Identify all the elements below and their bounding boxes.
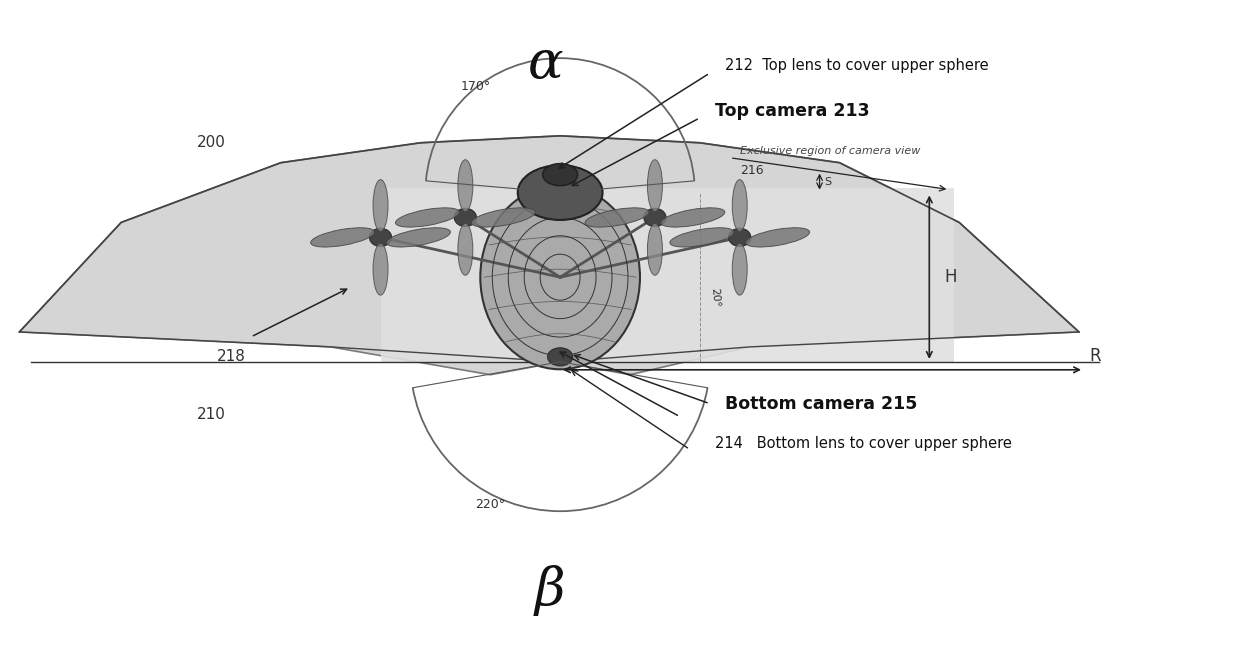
Ellipse shape [745, 228, 810, 247]
Ellipse shape [661, 208, 725, 227]
Ellipse shape [387, 228, 450, 247]
Ellipse shape [518, 165, 603, 220]
Ellipse shape [373, 243, 388, 295]
Ellipse shape [647, 160, 662, 212]
Text: 218: 218 [217, 349, 246, 364]
Text: 200: 200 [196, 135, 226, 150]
Ellipse shape [644, 208, 666, 226]
Ellipse shape [670, 228, 734, 247]
Text: 216: 216 [740, 164, 764, 177]
Text: H: H [945, 269, 957, 286]
Ellipse shape [585, 208, 649, 227]
Ellipse shape [373, 180, 388, 232]
Ellipse shape [480, 185, 640, 369]
Ellipse shape [458, 223, 472, 275]
Ellipse shape [548, 348, 573, 366]
Text: β: β [534, 565, 565, 617]
Ellipse shape [729, 228, 750, 247]
Ellipse shape [396, 208, 459, 227]
Text: 210: 210 [196, 407, 226, 422]
Text: 212  Top lens to cover upper sphere: 212 Top lens to cover upper sphere [724, 58, 988, 72]
Text: S: S [825, 177, 832, 186]
Text: 20°: 20° [709, 287, 720, 307]
Ellipse shape [458, 160, 472, 212]
Ellipse shape [471, 208, 536, 227]
Text: Top camera 213: Top camera 213 [714, 102, 869, 120]
Polygon shape [20, 136, 1079, 375]
Text: α: α [527, 38, 563, 89]
Text: 214   Bottom lens to cover upper sphere: 214 Bottom lens to cover upper sphere [714, 436, 1012, 451]
Text: Bottom camera 215: Bottom camera 215 [724, 395, 918, 413]
Ellipse shape [311, 228, 374, 247]
Ellipse shape [647, 223, 662, 275]
Ellipse shape [733, 180, 748, 232]
Text: 220°: 220° [475, 498, 506, 510]
Text: Exclusive region of camera view: Exclusive region of camera view [740, 146, 920, 156]
Bar [381, 188, 955, 362]
Text: R: R [1089, 347, 1101, 365]
Ellipse shape [454, 208, 476, 226]
Ellipse shape [370, 228, 392, 247]
Text: 170°: 170° [460, 80, 491, 93]
Ellipse shape [733, 243, 748, 295]
Ellipse shape [543, 164, 578, 186]
